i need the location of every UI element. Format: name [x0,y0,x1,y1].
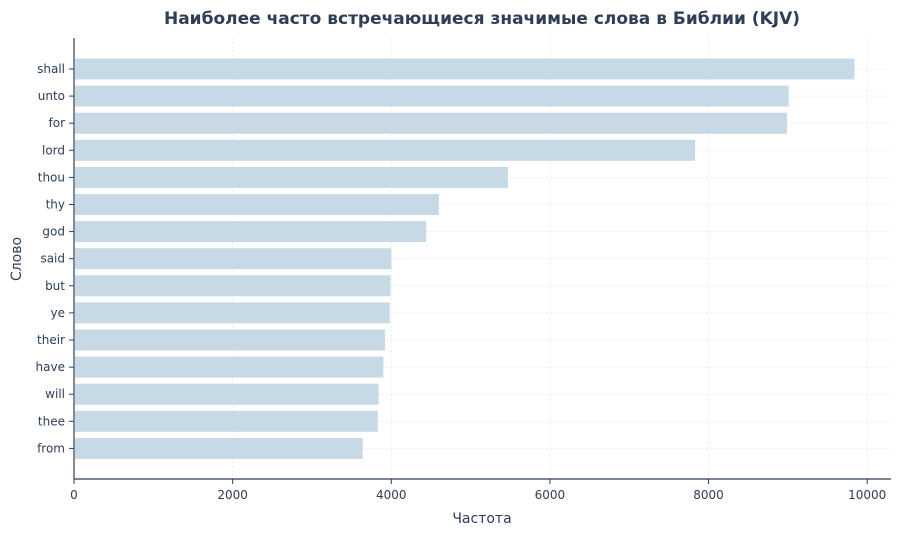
x-tick-label: 2000 [217,488,248,502]
y-tick-label-will: will [45,387,65,401]
x-tick-label: 10000 [848,488,886,502]
y-tick-label-unto: unto [38,89,65,103]
bar-their [75,329,385,351]
bar-for [75,112,788,134]
bars [75,58,855,459]
x-tick-label: 8000 [693,488,724,502]
bar-said [75,248,392,270]
bar-thou [75,166,508,188]
y-tick-label-for: for [49,116,66,130]
y-tick-label-ye: ye [51,306,65,320]
bar-god [75,221,427,243]
y-tick-label-their: their [37,333,65,347]
y-tick-label-shall: shall [37,62,65,76]
bar-have [75,356,384,378]
bar-will [75,383,379,405]
bar-lord [75,139,696,161]
bar-shall [75,58,855,80]
bar-from [75,437,363,459]
bar-thy [75,194,439,215]
y-tick-label-but: but [45,279,65,293]
y-tick-label-from: from [37,441,65,455]
axes [69,38,891,484]
y-tick-label-thee: thee [38,414,65,428]
x-tick-label: 6000 [535,488,566,502]
y-tick-labels: shall unto for lord thou thy god said but ye their… [36,62,66,455]
x-tick-label: 4000 [376,488,407,502]
y-tick-label-god: god [42,225,65,239]
x-tick-label: 0 [70,488,78,502]
x-tick-labels: 0 2000 4000 6000 8000 10000 [70,488,886,502]
bar-ye [75,302,390,324]
bar-thee [75,410,378,432]
chart-title: Наиболее часто встречающиеся значимые сл… [164,9,800,29]
y-tick-label-lord: lord [42,143,65,157]
y-tick-label-thy: thy [46,198,65,212]
y-axis-label: Слово [9,237,25,281]
bar-unto [75,85,789,107]
x-axis-label: Частота [452,511,511,527]
bar-but [75,275,391,297]
y-tick-label-have: have [36,360,65,374]
y-tick-label-said: said [40,252,65,266]
y-tick-label-thou: thou [38,170,65,184]
